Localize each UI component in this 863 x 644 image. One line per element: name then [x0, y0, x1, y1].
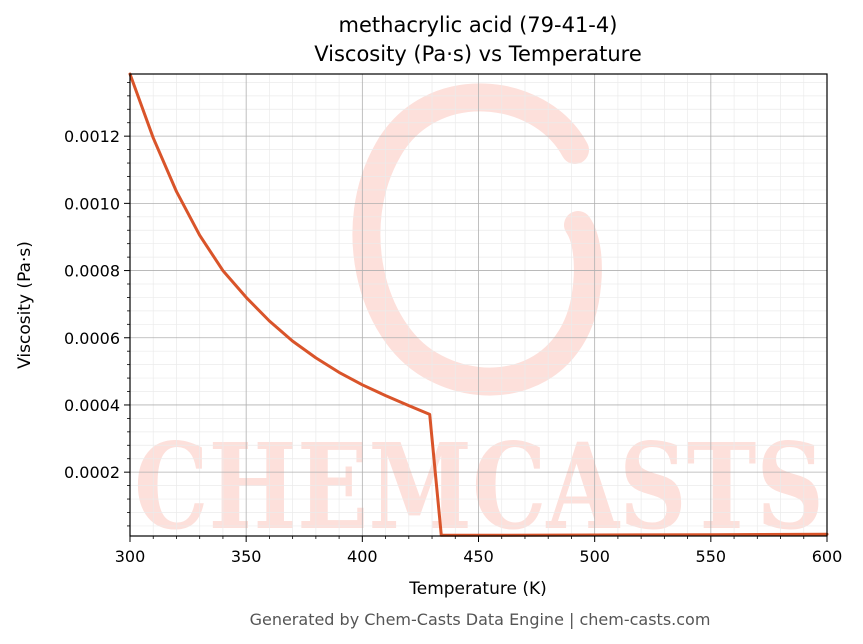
y-tick-label: 0.0012 — [64, 127, 120, 146]
x-tick-label: 600 — [812, 547, 843, 566]
y-tick-label: 0.0010 — [64, 194, 120, 213]
x-tick-label: 450 — [463, 547, 494, 566]
watermark: CHEMCASTS — [134, 83, 824, 556]
watermark-swirl-icon — [352, 83, 602, 396]
y-axis-label: Viscosity (Pa·s) — [15, 241, 35, 369]
x-axis-label: Temperature (K) — [408, 579, 547, 599]
series-layer — [128, 72, 829, 537]
footer-credit: Generated by Chem-Casts Data Engine | ch… — [250, 610, 711, 629]
x-tick-label: 550 — [696, 547, 727, 566]
axis-ticks — [124, 82, 828, 542]
x-tick-label: 350 — [231, 547, 262, 566]
y-tick-label: 0.0004 — [64, 396, 120, 415]
y-tick-labels: 0.0002 0.0004 0.0006 0.0008 0.0010 0.0012 — [64, 127, 120, 482]
series-line — [128, 72, 829, 537]
chart-subtitle: Viscosity (Pa·s) vs Temperature — [314, 42, 642, 66]
y-tick-label: 0.0006 — [64, 329, 120, 348]
y-tick-label: 0.0008 — [64, 262, 120, 281]
x-tick-labels: 300 350 400 450 500 550 600 — [115, 547, 843, 566]
chart-title: methacrylic acid (79-41-4) — [339, 13, 618, 37]
watermark-text: CHEMCASTS — [134, 417, 824, 556]
x-tick-label: 400 — [347, 547, 378, 566]
x-tick-label: 500 — [579, 547, 610, 566]
x-tick-label: 300 — [115, 547, 146, 566]
y-tick-label: 0.0002 — [64, 463, 120, 482]
